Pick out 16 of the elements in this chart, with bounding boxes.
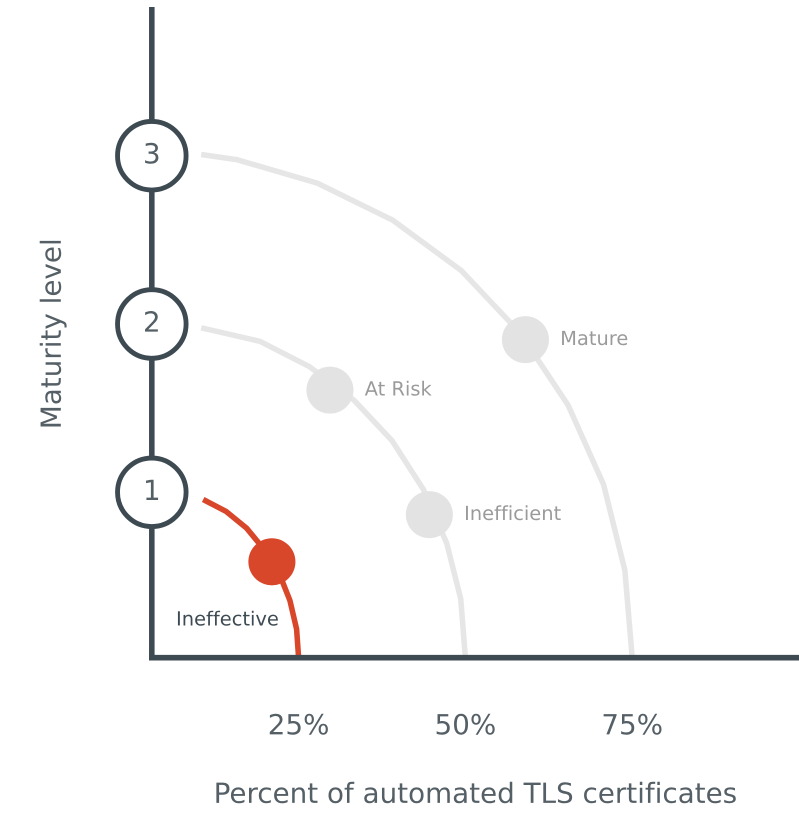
x-tick-label: 50%	[436, 714, 495, 735]
series-label: At Risk	[364, 380, 432, 396]
point	[306, 366, 354, 414]
series-label: Ineffective	[178, 610, 278, 626]
point	[502, 316, 549, 364]
series-label: Mature	[562, 330, 628, 346]
y-axis-title: Maturity level	[40, 240, 67, 426]
x-axis-title: Percent of automated TLS certificates	[216, 782, 736, 804]
y-tick-label: 3	[145, 142, 158, 164]
x-tick-label: 75%	[604, 714, 662, 735]
series-label: Inefficient	[466, 505, 561, 520]
y-tick-label: 1	[146, 480, 158, 500]
point	[406, 491, 453, 538]
x-tick-label: 25%	[270, 714, 328, 735]
point	[248, 538, 296, 586]
y-tick-label: 2	[145, 311, 158, 332]
